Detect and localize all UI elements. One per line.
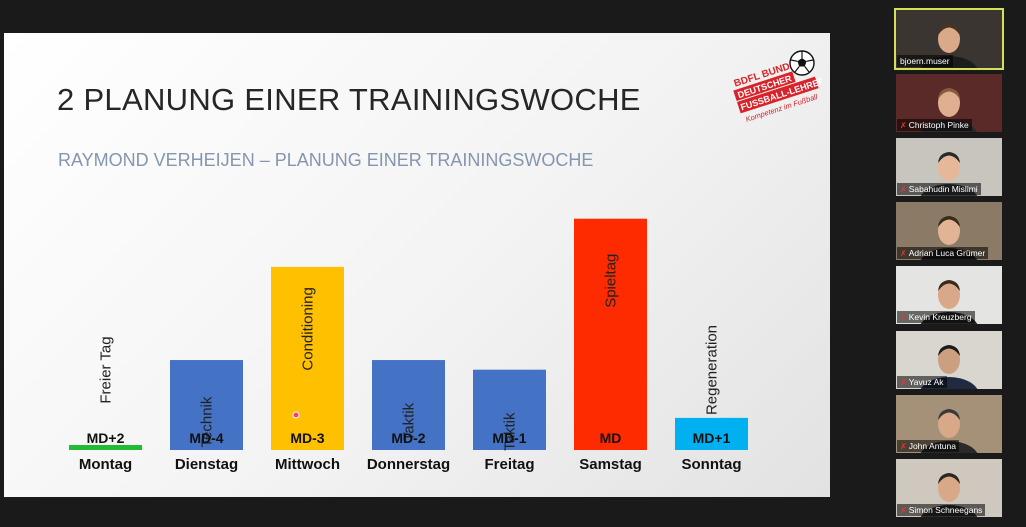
participant-tile[interactable]: bjoern.muser: [894, 8, 1004, 70]
day-label-dienstag: Dienstag: [175, 456, 238, 473]
participant-tile[interactable]: ✗ Christoph Pinke: [896, 74, 1002, 132]
muted-mic-icon: ✗: [900, 184, 907, 194]
day-label-mittwoch: Mittwoch: [275, 456, 340, 473]
participant-name: ✗ Simon Schneegans: [897, 504, 986, 516]
slide-title: 2 PLANUNG EINER TRAININGSWOCHE: [57, 82, 641, 117]
muted-mic-icon: ✗: [900, 248, 907, 258]
bar-label-mittwoch: Conditioning: [300, 287, 317, 370]
match-day-label-donnerstag: MD-2: [391, 430, 425, 446]
participant-name: ✗ Adrian Luca Grümer: [897, 247, 989, 259]
muted-mic-icon: ✗: [900, 312, 907, 322]
bar-label-donnerstag: Taktik: [401, 402, 418, 441]
day-label-donnerstag: Donnerstag: [367, 456, 450, 473]
participant-name-text: Simon Schneegans: [908, 505, 983, 515]
pointer-dot: [292, 411, 300, 419]
bar-label-samstag: Spieltag: [603, 254, 620, 308]
participant-name-text: Sabahudin Mislimi: [908, 184, 978, 194]
participant-name-text: Yavuz Ak: [908, 377, 944, 387]
bar-montag: [69, 445, 142, 450]
match-day-label-samstag: MD: [600, 430, 622, 446]
participant-name: ✗ John Antuna: [897, 440, 959, 452]
participant-name: ✗ Yavuz Ak: [897, 376, 947, 388]
bar-samstag: [574, 218, 647, 450]
bar-dienstag: [170, 360, 243, 450]
participant-name: ✗ Sabahudin Mislimi: [897, 183, 981, 195]
day-label-samstag: Samstag: [579, 456, 642, 473]
bar-label-freitag: Taktik: [502, 412, 519, 451]
participant-tile[interactable]: ✗ John Antuna: [896, 395, 1002, 453]
day-label-montag: Montag: [79, 456, 132, 473]
bar-freitag: [473, 369, 546, 450]
participant-name-text: John Antuna: [908, 441, 956, 451]
day-label-freitag: Freitag: [484, 456, 534, 473]
participant-gallery: bjoern.muser ✗ Christoph Pinke ✗ Sabahudin M…: [893, 0, 1005, 527]
day-label-sonntag: Sonntag: [682, 456, 742, 473]
participant-tile[interactable]: ✗ Kevin Kreuzberg: [896, 266, 1002, 324]
muted-mic-icon: ✗: [900, 377, 907, 387]
football-icon: [789, 50, 815, 76]
match-day-label-dienstag: MD-4: [189, 430, 223, 446]
bar-sonntag: [675, 417, 748, 450]
match-day-label-sonntag: MD+1: [693, 430, 731, 446]
presentation-slide: 2 PLANUNG EINER TRAININGSWOCHE RAYMOND V…: [4, 33, 830, 497]
bar-donnerstag: [372, 360, 445, 450]
participant-tile[interactable]: ✗ Simon Schneegans: [896, 459, 1002, 517]
bar-label-montag: Freier Tag: [98, 336, 115, 403]
participant-name: ✗ Christoph Pinke: [897, 119, 972, 131]
participant-name-text: bjoern.muser: [900, 56, 950, 66]
muted-mic-icon: ✗: [900, 120, 907, 130]
participant-name: bjoern.muser: [897, 55, 953, 67]
participant-name-text: Adrian Luca Grümer: [908, 248, 986, 258]
participant-name-text: Christoph Pinke: [908, 120, 969, 130]
participant-name-text: Kevin Kreuzberg: [908, 312, 972, 322]
bar-label-sonntag: Regeneration: [704, 325, 721, 415]
match-day-label-mittwoch: MD-3: [290, 430, 324, 446]
bar-label-dienstag: Technik: [199, 396, 216, 447]
match-day-label-freitag: MD-1: [492, 430, 526, 446]
muted-mic-icon: ✗: [900, 505, 907, 515]
participant-name: ✗ Kevin Kreuzberg: [897, 311, 975, 323]
muted-mic-icon: ✗: [900, 441, 907, 451]
bdfl-logo: BDFL BUND DEUTSCHER FUSSBALL-LEHRER Komp…: [733, 50, 822, 124]
participant-tile[interactable]: ✗ Sabahudin Mislimi: [896, 138, 1002, 196]
match-day-label-montag: MD+2: [87, 430, 125, 446]
slide-subtitle: RAYMOND VERHEIJEN – PLANUNG EINER TRAINI…: [58, 150, 594, 170]
bar-mittwoch: [271, 266, 344, 450]
participant-tile[interactable]: ✗ Adrian Luca Grümer: [896, 202, 1002, 260]
participant-tile[interactable]: ✗ Yavuz Ak: [896, 331, 1002, 389]
